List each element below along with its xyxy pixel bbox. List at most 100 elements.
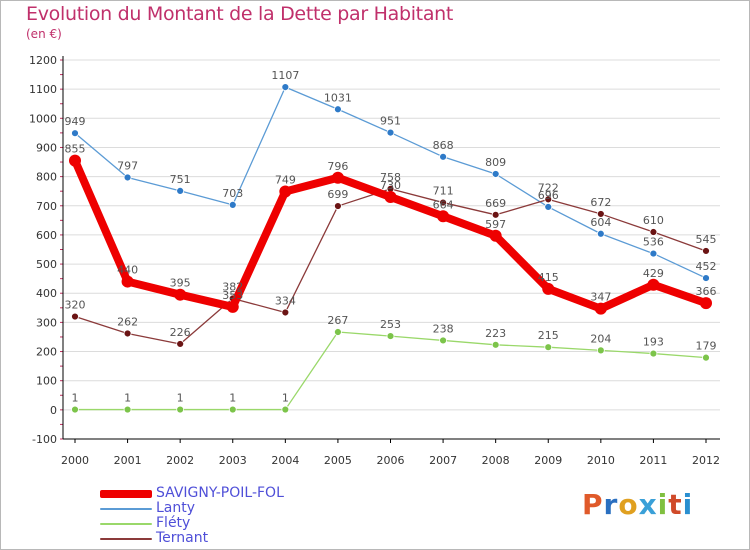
data-point [649, 228, 658, 236]
x-tick-label: 2006 [377, 454, 405, 467]
y-tick-label: -100 [32, 433, 57, 446]
legend: SAVIGNY-POIL-FOL Lanty Fléty Ternant [100, 486, 284, 546]
data-point [647, 278, 660, 291]
logo-letter: i [657, 488, 669, 521]
x-tick-label: 2001 [114, 454, 142, 467]
data-label: 193 [643, 336, 664, 349]
data-point [228, 200, 237, 209]
data-label: 253 [380, 318, 401, 331]
data-label: 1031 [324, 91, 352, 104]
data-label: 226 [170, 326, 191, 339]
data-point [331, 171, 344, 184]
data-label: 536 [643, 236, 664, 249]
data-label: 415 [538, 271, 559, 284]
data-point [123, 173, 132, 182]
y-tick-label: 0 [50, 404, 57, 417]
data-point [439, 198, 447, 207]
data-point [281, 405, 290, 414]
data-label: 545 [696, 233, 717, 246]
y-tick-label: 1100 [29, 83, 57, 96]
legend-swatch [100, 537, 152, 540]
data-label: 949 [65, 115, 86, 128]
logo-letter: r [603, 488, 619, 521]
legend-label: Fléty [156, 515, 191, 531]
proxiti-logo: Proxiti [582, 488, 693, 521]
y-tick-label: 600 [36, 229, 57, 242]
logo-letter: i [682, 488, 694, 521]
data-point [649, 349, 658, 358]
legend-item: SAVIGNY-POIL-FOL [100, 486, 284, 501]
data-point [71, 312, 79, 321]
data-point [702, 274, 710, 282]
data-point [544, 203, 553, 211]
data-point [489, 229, 502, 242]
data-point [596, 346, 605, 355]
data-label: 703 [222, 187, 243, 200]
data-label: 1 [124, 392, 131, 405]
data-label: 179 [696, 340, 717, 353]
data-point [228, 405, 237, 414]
data-label: 366 [696, 285, 717, 298]
data-point [71, 129, 79, 138]
legend-label: Ternant [156, 530, 209, 546]
legend-item: Ternant [100, 531, 284, 546]
data-label: 855 [65, 143, 86, 156]
data-label: 664 [433, 198, 454, 211]
data-point [491, 170, 500, 178]
logo-letter: x [638, 488, 658, 521]
data-label: 267 [327, 314, 348, 327]
data-label: 696 [538, 189, 559, 202]
chart-unit: (en €) [26, 27, 62, 41]
x-tick-label: 2004 [271, 454, 299, 467]
data-point [491, 340, 500, 349]
y-tick-label: 1000 [29, 112, 57, 125]
data-point [596, 210, 605, 218]
data-label: 429 [643, 267, 664, 280]
data-label: 711 [433, 185, 454, 198]
data-label: 262 [117, 315, 138, 328]
data-label: 868 [433, 139, 454, 152]
data-point [437, 210, 450, 223]
data-label: 347 [590, 291, 611, 304]
data-label: 1 [282, 392, 289, 405]
data-label: 238 [433, 322, 454, 335]
x-tick-label: 2011 [639, 454, 667, 467]
legend-swatch [100, 489, 152, 498]
data-point [176, 405, 185, 414]
data-point [491, 210, 500, 219]
data-label: 395 [170, 277, 191, 290]
legend-item: Lanty [100, 501, 284, 516]
data-label: 597 [485, 218, 506, 231]
data-label: 796 [327, 160, 348, 173]
data-point [174, 288, 187, 301]
data-point [121, 275, 134, 288]
y-tick-label: 300 [36, 316, 57, 329]
data-label: 334 [275, 294, 296, 307]
data-point [439, 152, 447, 161]
data-point [123, 329, 132, 338]
data-label: 758 [380, 171, 401, 184]
data-label: 1 [229, 392, 236, 405]
legend-swatch [100, 522, 152, 525]
data-point [594, 302, 607, 315]
data-point [69, 154, 81, 167]
x-tick-label: 2008 [482, 454, 510, 467]
y-tick-label: 400 [36, 287, 57, 300]
data-point [176, 187, 185, 195]
data-point [439, 336, 447, 345]
legend-label: Lanty [156, 500, 196, 516]
data-point [649, 249, 658, 258]
series-line-fl-ty [74, 331, 707, 411]
data-label: 672 [590, 196, 611, 209]
x-tick-label: 2000 [61, 454, 89, 467]
data-point [384, 191, 397, 204]
data-label: 722 [538, 181, 559, 194]
data-label: 751 [170, 173, 191, 186]
data-label: 440 [117, 264, 138, 277]
legend-item: Fléty [100, 516, 284, 531]
y-tick-label: 200 [36, 346, 57, 359]
data-label: 1 [72, 392, 79, 405]
data-label: 699 [327, 188, 348, 201]
chart-title: Evolution du Montant de la Dette par Hab… [26, 3, 454, 25]
data-point [702, 353, 710, 362]
